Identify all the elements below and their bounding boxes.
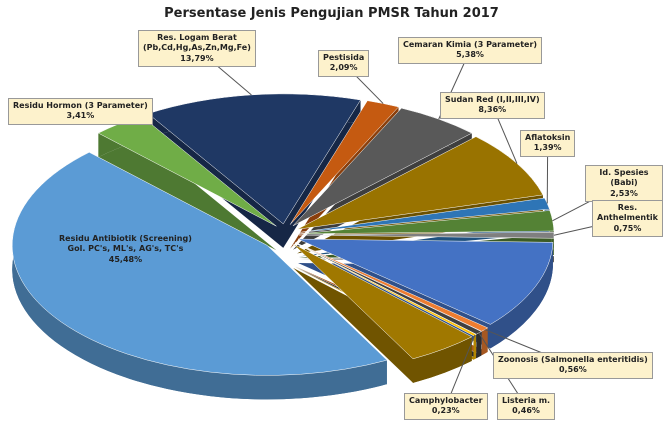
data-label: Id. Spesies (Babi) 2,53% — [585, 165, 663, 203]
data-label: Camphylobacter 0,23% — [404, 393, 488, 420]
label-category: Pestisida — [323, 53, 365, 62]
data-label: Aflatoksin 1,39% — [520, 130, 576, 157]
slice — [293, 243, 473, 360]
slice — [292, 107, 473, 227]
label-category: Cemaran Kimia (3 Parameter) — [403, 40, 538, 49]
slice — [12, 152, 388, 376]
data-label: Cemaran Kimia (3 Parameter) 5,38% — [398, 37, 543, 64]
label-category: Sudan Red (I,II,III,IV) — [445, 95, 540, 104]
label-category: Res. Anthelmentik — [597, 203, 658, 223]
data-label: Pestisida 2,09% — [318, 50, 370, 77]
slice — [298, 197, 550, 233]
label-value: 13,79% — [180, 53, 214, 63]
label-category: Camphylobacter — [409, 396, 483, 405]
data-label: Res. Anthelmentik 0,75% — [592, 200, 663, 238]
label-value: 2,53% — [610, 188, 638, 198]
label-value: 5,38% — [456, 50, 484, 60]
label-category: Residu Antibiotik (Screening) Gol. PC's,… — [59, 234, 192, 254]
data-label: Residu Antibiotik (Screening) Gol. PC's,… — [55, 232, 196, 267]
slice-bottom — [98, 139, 277, 251]
slice-side — [476, 331, 482, 359]
slice-side — [490, 242, 553, 349]
label-category: Aflatoksin — [525, 133, 571, 142]
label-value: 8,36% — [478, 105, 507, 115]
data-label: Residu Hormon (3 Parameter) 3,41% — [8, 98, 153, 125]
chart-title: Persentase Jenis Pengujian PMSR Tahun 20… — [164, 6, 499, 21]
label-value: 0,56% — [558, 365, 587, 375]
label-category: Res. Logam Berat (Pb,Cd,Hg,As,Zn,Mg,Fe) — [143, 33, 251, 53]
label-value: 2,09% — [329, 63, 358, 73]
data-label: Zoonosis (Salmonella enteritidis) 0,56% — [493, 352, 653, 379]
slice-side — [12, 152, 387, 400]
slice-side — [413, 336, 472, 383]
label-category: Listeria m. — [502, 396, 551, 405]
label-value: 0,46% — [512, 406, 540, 416]
data-label: Listeria m. 0,46% — [497, 393, 556, 420]
slice-side — [473, 334, 477, 360]
label-category: Zoonosis (Salmonella enteritidis) — [498, 355, 648, 364]
slice — [297, 238, 554, 325]
label-value: 3,41% — [66, 111, 95, 121]
data-label: Sudan Red (I,II,III,IV) 8,36% — [440, 92, 545, 119]
label-value: 45,48% — [108, 254, 143, 264]
label-category: Id. Spesies (Babi) — [599, 168, 649, 188]
data-label: Res. Logam Berat (Pb,Cd,Hg,As,Zn,Mg,Fe) 1… — [138, 30, 256, 68]
slice — [147, 93, 361, 225]
label-value: 0,75% — [613, 223, 642, 233]
pie-top — [12, 93, 555, 376]
label-value: 1,39% — [533, 143, 562, 153]
label-value: 0,23% — [431, 406, 460, 416]
label-category: Residu Hormon (3 Parameter) — [13, 101, 148, 110]
slice — [295, 242, 489, 332]
